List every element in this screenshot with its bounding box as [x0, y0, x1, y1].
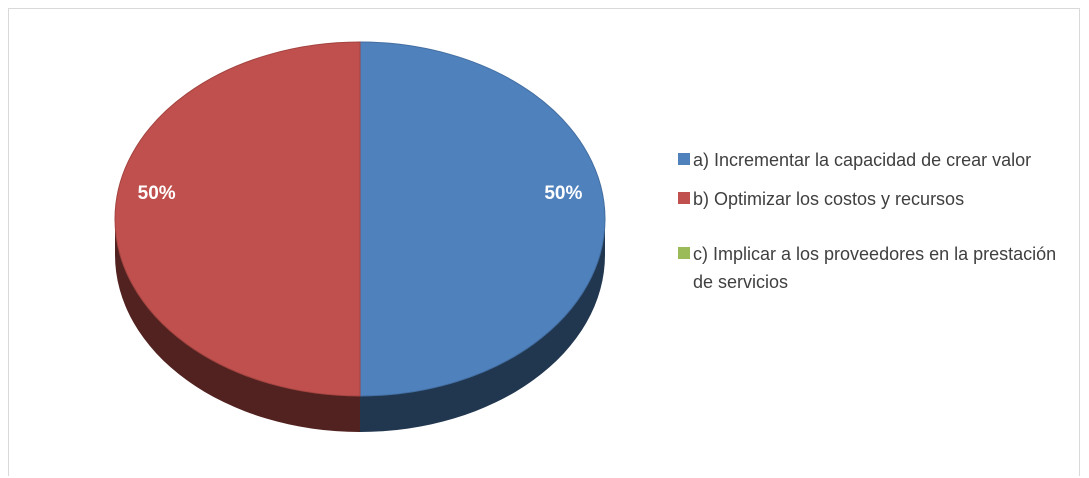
legend-label-b: b) Optimizar los costos y recursos	[693, 189, 965, 209]
chart-frame	[8, 8, 1080, 476]
pie-slice-0	[359, 41, 606, 397]
pie-data-label-0: 50%	[544, 183, 582, 204]
legend-item-b: b) Optimizar los costos y recursos	[678, 185, 1078, 213]
chart-legend: a) Incrementar la capacidad de crear val…	[678, 146, 1078, 296]
pie-slice-1	[114, 41, 361, 397]
legend-item-c: c) Implicar a los proveedores en la pres…	[678, 240, 1078, 296]
legend-swatch-b	[678, 192, 690, 204]
legend-item-a: a) Incrementar la capacidad de crear val…	[678, 146, 1078, 174]
legend-swatch-a	[678, 153, 690, 165]
legend-label-c: c) Implicar a los proveedores en la pres…	[693, 244, 1057, 292]
pie-data-label-1: 50%	[138, 183, 176, 204]
legend-swatch-c	[678, 247, 690, 259]
legend-label-a: a) Incrementar la capacidad de crear val…	[693, 150, 1032, 170]
